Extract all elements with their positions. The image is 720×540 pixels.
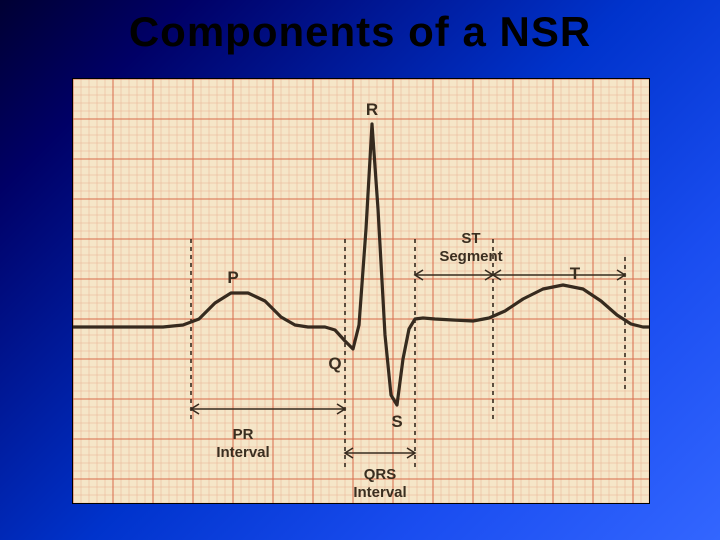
ecg-svg: PRQSTSTSegmentPRIntervalQRSInterval: [73, 79, 649, 503]
label-st-2: Segment: [439, 248, 502, 265]
label-st-1: ST: [461, 230, 480, 247]
ecg-figure: PRQSTSTSegmentPRIntervalQRSInterval: [72, 78, 650, 504]
label-pr-1: PR: [233, 426, 254, 443]
slide-title: Components of a NSR: [0, 8, 720, 56]
label-p: P: [227, 268, 238, 287]
label-q: Q: [328, 354, 341, 373]
label-t: T: [570, 264, 581, 283]
label-s: S: [391, 412, 402, 431]
label-qrs-1: QRS: [364, 466, 397, 483]
slide: Components of a NSR PRQSTSTSegmentPRInte…: [0, 0, 720, 540]
label-pr-2: Interval: [216, 444, 269, 461]
label-r: R: [366, 100, 378, 119]
label-qrs-2: Interval: [353, 484, 406, 501]
